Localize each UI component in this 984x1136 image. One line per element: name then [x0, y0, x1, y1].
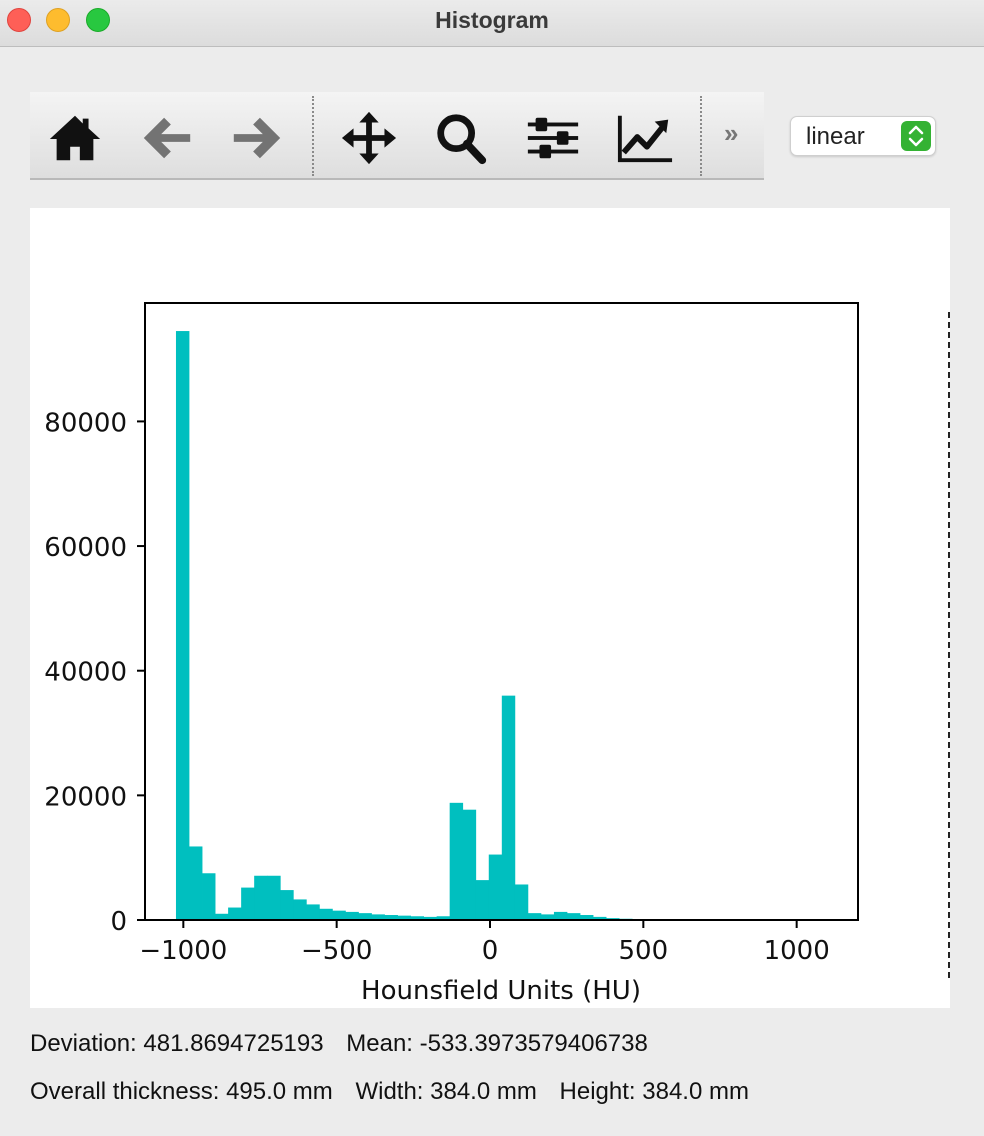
histogram-bar: [553, 911, 568, 920]
histogram-bar: [514, 884, 529, 920]
histogram-bar: [384, 915, 398, 920]
y-tick-label: 60000: [44, 533, 127, 563]
close-window-button[interactable]: [7, 8, 31, 32]
plot-edge-divider: [948, 312, 950, 978]
mean-value: Mean: -533.3973579406738: [346, 1030, 648, 1057]
histogram-bar: [306, 904, 320, 920]
histogram-bar: [241, 887, 255, 920]
toolbar-separator: [700, 96, 702, 176]
forward-button[interactable]: [226, 110, 288, 166]
back-arrow-icon: [143, 117, 191, 159]
histogram-bar: [410, 916, 424, 920]
x-tick-label: 0: [482, 936, 499, 966]
histogram-bar: [462, 809, 477, 920]
histogram-bar: [280, 890, 294, 920]
scale-select-value: linear: [806, 123, 865, 150]
pan-icon: [341, 111, 397, 165]
histogram-bar: [449, 802, 464, 920]
histogram-chart[interactable]: −1000 −500 0 500 1000 0 20000 40000 60000 80000 …: [30, 208, 950, 1008]
histogram-bar: [319, 908, 333, 920]
zoom-button[interactable]: [430, 110, 492, 166]
y-tick-label: 80000: [44, 408, 127, 438]
title-bar: Histogram: [0, 0, 984, 47]
maximize-window-button[interactable]: [86, 8, 110, 32]
home-icon: [49, 115, 101, 161]
histogram-bar: [345, 911, 359, 920]
histogram-bar: [397, 915, 411, 920]
width-value: Width: 384.0 mm: [355, 1078, 537, 1105]
histogram-bar: [332, 910, 346, 920]
chevron-updown-icon: [901, 121, 931, 151]
window-title: Histogram: [435, 7, 549, 33]
histogram-bar: [358, 913, 372, 920]
pan-button[interactable]: [338, 110, 400, 166]
x-tick-label: −500: [301, 936, 372, 966]
x-tick-label: 1000: [764, 936, 830, 966]
height-value: Height: 384.0 mm: [559, 1078, 749, 1105]
x-tick-label: 500: [619, 936, 669, 966]
histogram-bar: [475, 880, 490, 920]
thickness-value: Overall thickness: 495.0 mm: [30, 1078, 333, 1105]
scale-select[interactable]: linear: [790, 116, 936, 156]
histogram-bar: [202, 873, 216, 920]
configure-subplots-button[interactable]: [522, 110, 584, 166]
histogram-bar: [580, 915, 594, 920]
histogram-bar: [267, 875, 281, 920]
histogram-bar: [436, 916, 451, 920]
minimize-window-button[interactable]: [46, 8, 70, 32]
configure-subplots-icon: [527, 117, 579, 159]
plot-frame: [144, 302, 859, 921]
histogram-bar: [254, 875, 268, 920]
edit-axis-button[interactable]: [614, 110, 676, 166]
histogram-bar: [527, 913, 542, 920]
histogram-svg: −1000 −500 0 500 1000 020000400006000080000 …: [44, 302, 859, 1006]
y-tick-label: 40000: [44, 658, 127, 688]
stats-line-1: Deviation: 481.8694725193 Mean: -533.397…: [30, 1030, 664, 1058]
histogram-bar: [189, 846, 203, 920]
histogram-bar: [423, 916, 438, 920]
home-button[interactable]: [44, 110, 106, 166]
toolbar-separator: [312, 96, 314, 176]
navigation-toolbar: »: [30, 92, 764, 180]
histogram-bar: [215, 913, 229, 920]
x-tick-label: −1000: [139, 936, 227, 966]
histogram-bar: [293, 899, 307, 920]
histogram-bar: [540, 914, 555, 920]
back-button[interactable]: [136, 110, 198, 166]
histogram-bar: [593, 916, 607, 920]
histogram-bar: [371, 914, 385, 920]
histogram-bar: [175, 331, 190, 920]
histogram-bar: [488, 854, 503, 920]
zoom-icon: [437, 114, 487, 165]
deviation-value: Deviation: 481.8694725193: [30, 1030, 324, 1057]
histogram-bar: [566, 913, 581, 920]
stats-line-2: Overall thickness: 495.0 mm Width: 384.0…: [30, 1078, 765, 1106]
histogram-bar: [501, 695, 516, 920]
toolbar-overflow-button[interactable]: »: [724, 118, 739, 148]
y-tick-label: 20000: [44, 782, 127, 812]
y-tick-label: 0: [110, 907, 127, 937]
edit-axis-icon: [617, 115, 673, 163]
x-axis-label: Hounsfield Units (HU): [361, 976, 641, 1006]
forward-arrow-icon: [233, 117, 281, 159]
histogram-bar: [228, 907, 242, 920]
